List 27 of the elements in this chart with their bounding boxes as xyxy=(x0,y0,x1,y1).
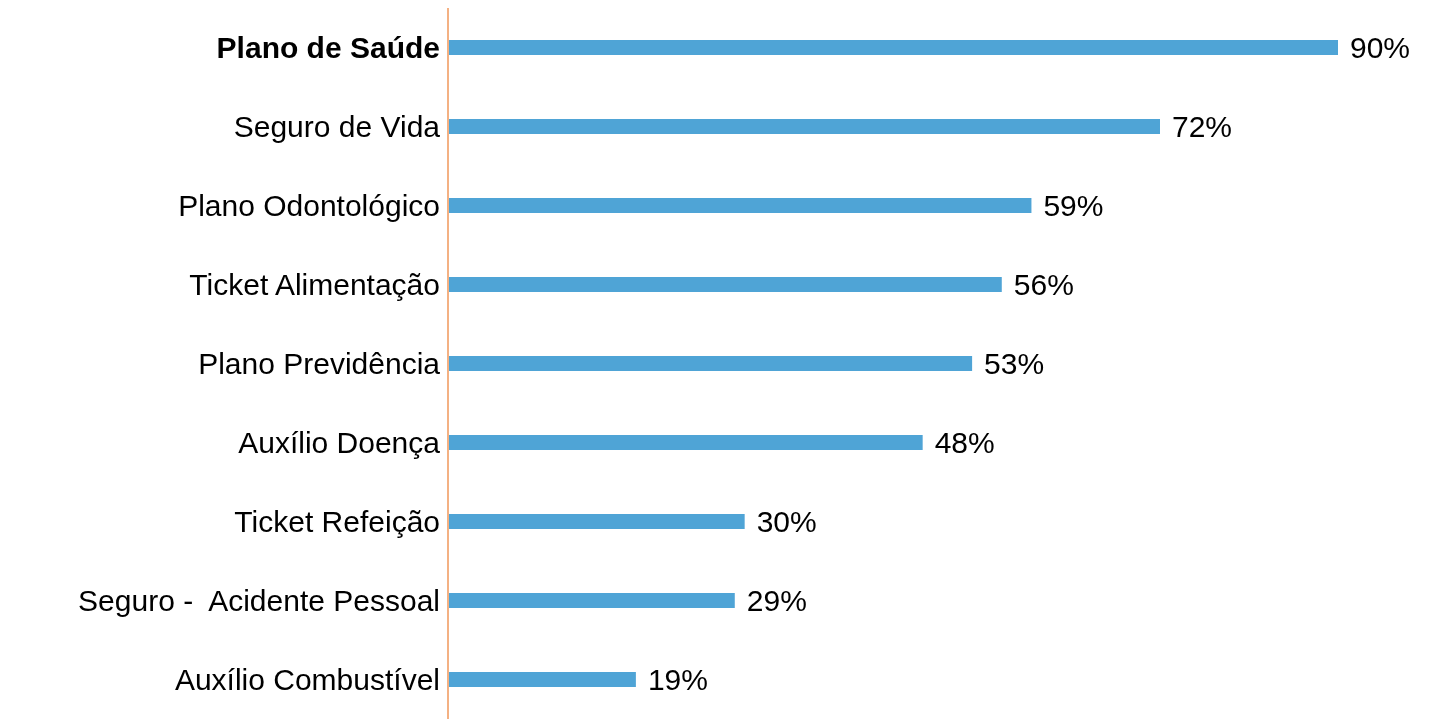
data-label: 19% xyxy=(647,663,708,697)
bar xyxy=(448,277,1002,292)
y-tick-label: Auxílio Doença xyxy=(238,425,441,459)
bar xyxy=(448,514,745,529)
y-tick-label: Ticket Alimentação xyxy=(189,267,440,301)
data-label: 56% xyxy=(1013,268,1074,302)
data-label: 53% xyxy=(984,347,1045,381)
y-tick-label: Seguro de Vida xyxy=(233,109,441,143)
data-label: 48% xyxy=(934,426,995,460)
data-label: 72% xyxy=(1172,110,1233,144)
data-label: 30% xyxy=(756,505,817,539)
bar xyxy=(448,40,1338,55)
bar xyxy=(448,356,973,371)
y-tick-label: Plano Odontológico xyxy=(178,188,440,222)
data-label: 59% xyxy=(1043,189,1104,223)
bar xyxy=(448,119,1160,134)
y-tick-label: Plano de Saúde xyxy=(216,30,440,64)
y-tick-label: Plano Previdência xyxy=(198,346,441,380)
bar xyxy=(448,593,735,608)
data-label: 29% xyxy=(746,584,807,618)
y-tick-label: Ticket Refeição xyxy=(234,504,440,538)
bar xyxy=(448,198,1032,213)
data-label: 90% xyxy=(1350,31,1411,65)
bar xyxy=(448,435,923,450)
y-tick-label: Seguro - Acidente Pessoal xyxy=(78,583,440,617)
y-tick-label: Auxílio Combustível xyxy=(174,662,440,696)
bar xyxy=(448,672,636,687)
